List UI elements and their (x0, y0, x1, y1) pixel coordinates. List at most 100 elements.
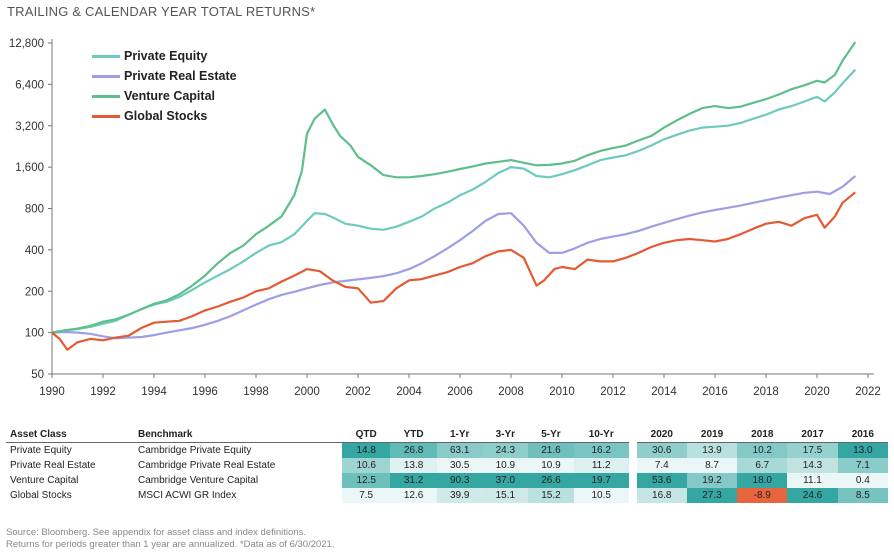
header-2019: 2019 (687, 427, 737, 443)
legend-item-venture-capital: Venture Capital (92, 86, 237, 106)
cell-trailing-return: 31.2 (390, 473, 437, 488)
cell-trailing-return: 14.8 (342, 443, 390, 459)
cell-trailing-return: 10.5 (574, 488, 629, 503)
table-row: Venture Capital Cambridge Venture Capital… (6, 473, 888, 488)
cell-trailing-return: 26.6 (528, 473, 574, 488)
legend-swatch (92, 55, 120, 58)
header-2016: 2016 (838, 427, 888, 443)
header-ytd: YTD (390, 427, 437, 443)
cell-trailing-return: 90.3 (437, 473, 483, 488)
cell-calendar-return: 18.0 (737, 473, 787, 488)
cell-gap (629, 488, 637, 503)
cell-trailing-return: 37.0 (483, 473, 529, 488)
y-tick-label: 6,400 (15, 79, 44, 91)
legend-swatch (92, 95, 120, 98)
x-tick-label: 1998 (243, 386, 269, 398)
cell-trailing-return: 26.8 (390, 443, 437, 459)
cell-calendar-return: 13.0 (838, 443, 888, 459)
x-tick-label: 1992 (90, 386, 116, 398)
legend-label: Venture Capital (124, 89, 215, 103)
header-2018: 2018 (737, 427, 787, 443)
cell-calendar-return: 30.6 (637, 443, 687, 459)
y-tick-label: 400 (25, 245, 44, 257)
cell-trailing-return: 63.1 (437, 443, 483, 459)
header-2020: 2020 (637, 427, 687, 443)
header-1yr: 1-Yr (437, 427, 483, 443)
cell-trailing-return: 12.6 (390, 488, 437, 503)
cell-trailing-return: 10.9 (528, 458, 574, 473)
table-row: Private Real Estate Cambridge Private Rea… (6, 458, 888, 473)
x-tick-label: 2008 (498, 386, 524, 398)
cell-calendar-return: 24.6 (787, 488, 837, 503)
table-row: Global Stocks MSCI ACWI GR Index 7.5 12.6 39… (6, 488, 888, 503)
cell-calendar-return: 7.4 (637, 458, 687, 473)
x-tick-label: 1990 (39, 386, 65, 398)
header-benchmark: Benchmark (134, 427, 342, 443)
cell-calendar-return: 16.8 (637, 488, 687, 503)
cell-calendar-return: 8.7 (687, 458, 737, 473)
cell-calendar-return: 11.1 (787, 473, 837, 488)
cell-trailing-return: 11.2 (574, 458, 629, 473)
cell-calendar-return: 27.3 (687, 488, 737, 503)
cell-calendar-return: 13.9 (687, 443, 737, 459)
y-tick-label: 800 (25, 204, 44, 216)
cell-calendar-return: 8.5 (838, 488, 888, 503)
cell-calendar-return: 14.3 (787, 458, 837, 473)
x-tick-label: 2010 (549, 386, 575, 398)
x-tick-label: 2004 (396, 386, 422, 398)
cell-benchmark: Cambridge Private Real Estate (134, 458, 342, 473)
y-tick-label: 100 (25, 328, 44, 340)
cell-calendar-return: 0.4 (838, 473, 888, 488)
cell-calendar-return: 7.1 (838, 458, 888, 473)
cell-calendar-return: -8.9 (737, 488, 787, 503)
x-tick-label: 2006 (447, 386, 473, 398)
x-tick-label: 2014 (651, 386, 677, 398)
cell-trailing-return: 30.5 (437, 458, 483, 473)
legend-swatch (92, 115, 120, 118)
cell-trailing-return: 7.5 (342, 488, 390, 503)
cell-trailing-return: 12.5 (342, 473, 390, 488)
series-line-global-stocks (52, 192, 855, 349)
chart-legend: Private Equity Private Real Estate Ventu… (92, 44, 247, 130)
cell-trailing-return: 24.3 (483, 443, 529, 459)
y-tick-label: 50 (31, 369, 44, 381)
y-tick-label: 12,800 (9, 38, 44, 50)
cell-asset-class: Private Real Estate (6, 458, 134, 473)
cell-asset-class: Global Stocks (6, 488, 134, 503)
cell-trailing-return: 10.6 (342, 458, 390, 473)
cell-gap (629, 443, 637, 459)
cell-trailing-return: 10.9 (483, 458, 529, 473)
cell-trailing-return: 19.7 (574, 473, 629, 488)
legend-item-private-real-estate: Private Real Estate (92, 66, 237, 86)
x-tick-label: 2016 (702, 386, 728, 398)
cell-trailing-return: 15.2 (528, 488, 574, 503)
cell-gap (629, 458, 637, 473)
x-tick-label: 2002 (345, 386, 371, 398)
x-tick-label: 2012 (600, 386, 626, 398)
header-asset-class: Asset Class (6, 427, 134, 443)
header-gap (629, 427, 637, 443)
cell-calendar-return: 53.6 (637, 473, 687, 488)
legend-label: Private Equity (124, 49, 207, 63)
header-qtd: QTD (342, 427, 390, 443)
cell-trailing-return: 16.2 (574, 443, 629, 459)
y-tick-label: 200 (25, 286, 44, 298)
footnote-line-2: Returns for periods greater than 1 year … (6, 539, 334, 551)
x-tick-label: 2020 (804, 386, 830, 398)
cell-benchmark: Cambridge Private Equity (134, 443, 342, 459)
header-5yr: 5-Yr (528, 427, 574, 443)
legend-item-private-equity: Private Equity (92, 46, 237, 66)
x-tick-label: 1996 (192, 386, 218, 398)
x-tick-label: 2018 (753, 386, 779, 398)
header-2017: 2017 (787, 427, 837, 443)
series-line-private-real-estate (52, 176, 855, 338)
returns-table: Asset Class Benchmark QTD YTD 1-Yr 3-Yr … (6, 427, 888, 503)
header-10yr: 10-Yr (574, 427, 629, 443)
x-tick-label: 2022 (855, 386, 881, 398)
cell-calendar-return: 19.2 (687, 473, 737, 488)
legend-label: Global Stocks (124, 109, 207, 123)
cell-benchmark: MSCI ACWI GR Index (134, 488, 342, 503)
legend-swatch (92, 75, 120, 78)
cell-trailing-return: 15.1 (483, 488, 529, 503)
x-tick-label: 1994 (141, 386, 167, 398)
